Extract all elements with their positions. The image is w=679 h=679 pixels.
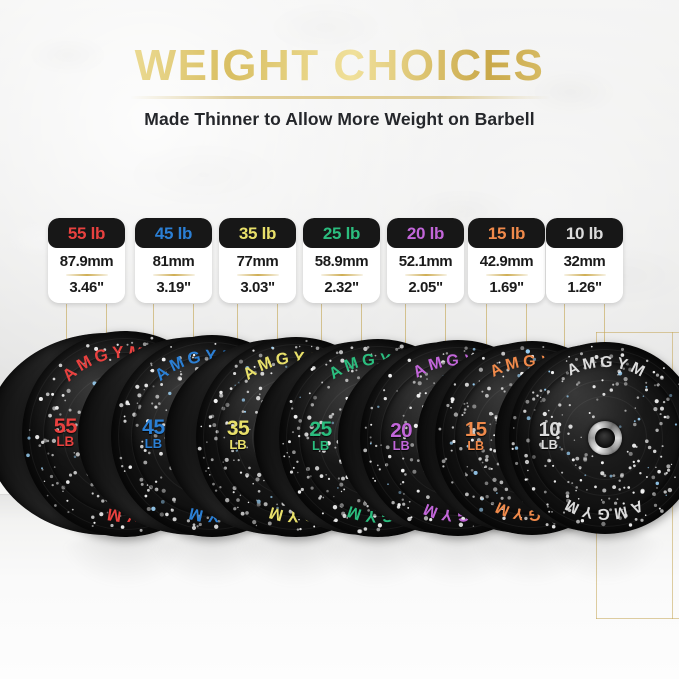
spec-card-inch-value: 3.46" bbox=[69, 279, 104, 296]
header: WEIGHT CHOICES Made Thinner to Allow Mor… bbox=[0, 0, 679, 130]
plate-floor-reflection bbox=[139, 533, 285, 595]
page-subtitle: Made Thinner to Allow More Weight on Bar… bbox=[144, 109, 535, 129]
plate-weight-marking: 20 LB bbox=[377, 418, 426, 454]
spec-card-weight-cap: 10 lb bbox=[546, 218, 623, 248]
spec-card-divider bbox=[65, 274, 108, 276]
spec-card-body: 87.9mm 3.46" bbox=[48, 248, 125, 303]
plate-floor-reflection bbox=[387, 532, 529, 594]
spec-card-weight-label: 45 lb bbox=[154, 223, 193, 243]
svg-text:AMGYM: AMGYM bbox=[559, 494, 646, 524]
plate-weight-marking: 15 LB bbox=[451, 418, 500, 454]
plate-ring bbox=[562, 395, 648, 481]
plate-weight-marking: 55 LB bbox=[40, 412, 92, 450]
plate-center-hole bbox=[594, 427, 616, 449]
spec-card-20lb: 20 lb 52.1mm 2.05" bbox=[387, 218, 464, 303]
spec-card-inch-value: 1.26" bbox=[567, 279, 602, 296]
spec-card-55lb: 55 lb 87.9mm 3.46" bbox=[48, 218, 125, 303]
spec-card-divider bbox=[563, 274, 606, 276]
plate-weight-unit: LB bbox=[467, 439, 485, 454]
spec-card-body: 77mm 3.03" bbox=[219, 248, 296, 303]
spec-card-body: 52.1mm 2.05" bbox=[387, 248, 464, 303]
spec-card-weight-label: 55 lb bbox=[67, 223, 106, 243]
spec-card-10lb: 10 lb 32mm 1.26" bbox=[546, 218, 623, 303]
plate-weight-number: 35 bbox=[226, 417, 250, 441]
spec-card-body: 81mm 3.19" bbox=[135, 248, 212, 303]
spec-card-45lb: 45 lb 81mm 3.19" bbox=[135, 218, 212, 303]
spec-card-weight-label: 35 lb bbox=[238, 223, 277, 243]
spec-card-weight-cap: 20 lb bbox=[387, 218, 464, 248]
plate-weight-unit: LB bbox=[392, 438, 410, 454]
plate-weight-unit: LB bbox=[56, 434, 75, 450]
plate-weight-marking: 25 LB bbox=[296, 418, 346, 454]
plate-weight-marking: 45 LB bbox=[128, 415, 179, 452]
plate-weight-unit: LB bbox=[540, 438, 558, 452]
plate-weight-number: 10 bbox=[538, 418, 561, 441]
spec-card-body: 42.9mm 1.69" bbox=[468, 248, 545, 303]
plate-weight-marking: 35 LB bbox=[213, 417, 263, 453]
spec-card-inch-value: 3.03" bbox=[240, 279, 275, 296]
plate-weight-number: 20 bbox=[390, 418, 413, 442]
spec-card-weight-cap: 15 lb bbox=[468, 218, 545, 248]
spec-card-mm-value: 52.1mm bbox=[398, 253, 453, 270]
spec-card-divider bbox=[485, 274, 528, 276]
plate-weight-unit: LB bbox=[311, 438, 330, 454]
plate-floor-reflection bbox=[306, 533, 450, 595]
plate-weight-number: 25 bbox=[309, 418, 333, 442]
plate-face: AMGYM AMGYM 10 LB bbox=[509, 342, 679, 534]
spec-card-inch-value: 3.19" bbox=[156, 279, 191, 296]
spec-card-weight-cap: 35 lb bbox=[219, 218, 296, 248]
spec-card-25lb: 25 lb 58.9mm 2.32" bbox=[303, 218, 380, 303]
plate-weight-number: 15 bbox=[464, 418, 487, 441]
plate-floor-reflection bbox=[50, 533, 200, 595]
spec-card-inch-value: 2.05" bbox=[408, 279, 443, 296]
spec-card-divider bbox=[404, 274, 447, 276]
plate-weight-marking: 10 LB bbox=[525, 418, 573, 452]
plate-weight-unit: LB bbox=[229, 437, 247, 453]
plate-floor-reflection bbox=[462, 531, 602, 593]
spec-card-mm-value: 58.9mm bbox=[314, 253, 369, 270]
spec-card-mm-value: 32mm bbox=[563, 253, 606, 270]
spec-card-body: 32mm 1.26" bbox=[546, 248, 623, 303]
plate-brand-text: AMGYM AMGYM bbox=[509, 342, 679, 534]
spec-card-weight-label: 20 lb bbox=[406, 223, 445, 243]
spec-card-15lb: 15 lb 42.9mm 1.69" bbox=[468, 218, 545, 303]
spec-card-mm-value: 81mm bbox=[152, 253, 195, 270]
spec-card-weight-label: 10 lb bbox=[565, 223, 604, 243]
page-title: WEIGHT CHOICES bbox=[0, 40, 679, 92]
diameter-line-top bbox=[596, 332, 679, 333]
spec-card-mm-value: 87.9mm bbox=[59, 253, 114, 270]
spec-card-mm-value: 42.9mm bbox=[479, 253, 534, 270]
spec-card-divider bbox=[320, 274, 363, 276]
plate-floor-reflection bbox=[224, 533, 368, 595]
spec-card-divider bbox=[236, 274, 279, 276]
spec-card-weight-cap: 25 lb bbox=[303, 218, 380, 248]
spec-card-inch-value: 1.69" bbox=[489, 279, 524, 296]
title-underline bbox=[129, 96, 550, 99]
plate-floor-reflection bbox=[535, 530, 675, 592]
spec-card-weight-cap: 55 lb bbox=[48, 218, 125, 248]
plate-weight-number: 55 bbox=[53, 412, 78, 438]
spec-card-body: 58.9mm 2.32" bbox=[303, 248, 380, 303]
plate-weight-number: 45 bbox=[142, 415, 165, 439]
spec-card-weight-label: 25 lb bbox=[322, 223, 361, 243]
bumper-plate-10lb: AMGYM AMGYM 10 LB bbox=[495, 342, 679, 534]
spec-card-inch-value: 2.32" bbox=[324, 279, 359, 296]
spec-card-35lb: 35 lb 77mm 3.03" bbox=[219, 218, 296, 303]
plate-weight-unit: LB bbox=[144, 436, 163, 452]
plate-ring bbox=[547, 380, 663, 496]
diameter-line-bottom bbox=[596, 618, 679, 619]
spec-card-mm-value: 77mm bbox=[236, 253, 279, 270]
spec-card-weight-cap: 45 lb bbox=[135, 218, 212, 248]
svg-text:AMGYM: AMGYM bbox=[564, 352, 651, 382]
spec-card-weight-label: 15 lb bbox=[487, 223, 526, 243]
spec-card-divider bbox=[152, 274, 195, 276]
